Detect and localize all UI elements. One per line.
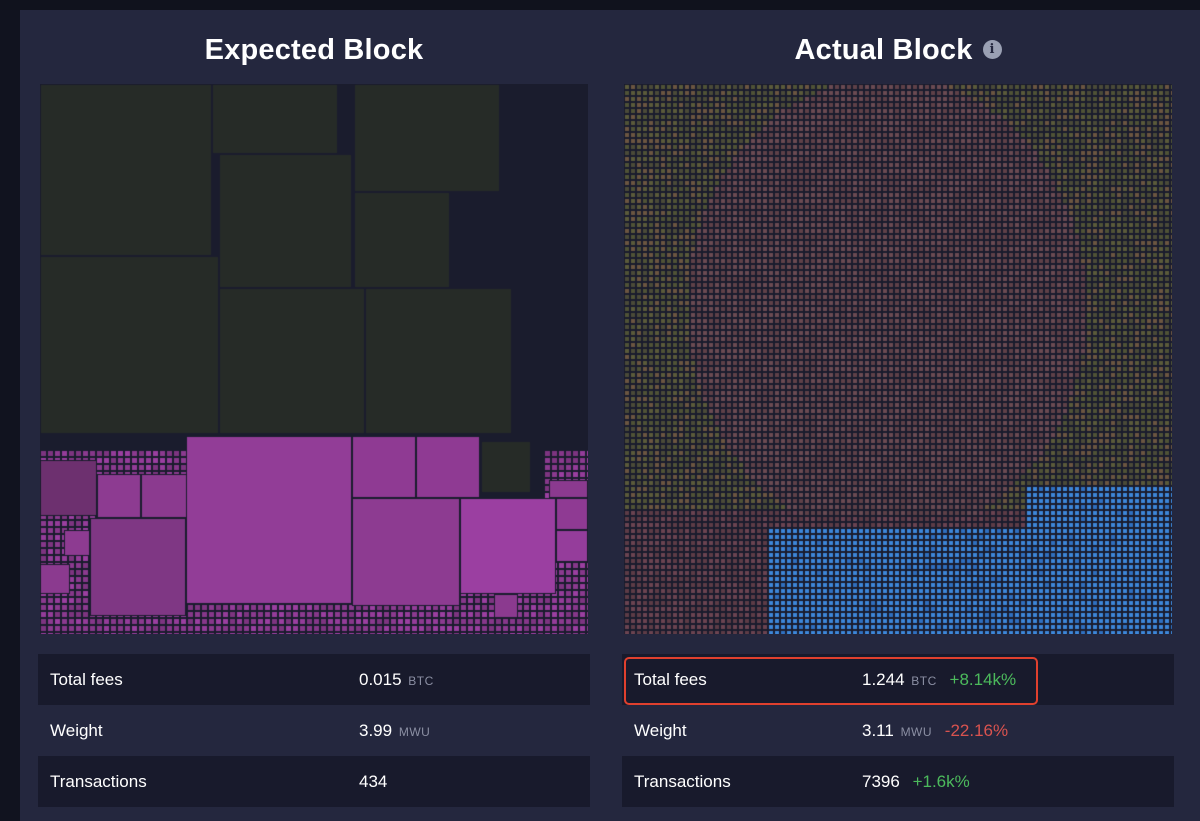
actual-transactions-row: Transactions 7396 +1.6k% bbox=[622, 756, 1174, 807]
stat-value: 0.015 BTC bbox=[359, 670, 434, 690]
expected-block-treemap[interactable] bbox=[40, 84, 588, 634]
stat-label: Weight bbox=[50, 720, 103, 740]
actual-weight-row: Weight 3.11 MWU -22.16% bbox=[622, 705, 1174, 756]
total-fees-value: 1.244 bbox=[862, 669, 905, 689]
weight-value: 3.99 bbox=[359, 720, 393, 740]
btc-unit: BTC bbox=[408, 673, 434, 688]
expected-block-title: Expected Block bbox=[204, 34, 424, 66]
stat-value: 7396 +1.6k% bbox=[862, 772, 970, 792]
actual-total-fees-row: Total fees 1.244 BTC +8.14k% bbox=[622, 654, 1174, 705]
expected-transactions-row: Transactions 434 bbox=[38, 756, 590, 807]
weight-delta: -22.16% bbox=[944, 720, 1009, 740]
actual-block-pixel-grid[interactable] bbox=[624, 84, 1172, 634]
stat-value: 3.99 MWU bbox=[359, 721, 430, 741]
expected-stats-table: Total fees 0.015 BTC Weight 3.99 MWU Tra… bbox=[38, 654, 590, 807]
actual-block-title-text: Actual Block bbox=[794, 34, 973, 66]
stat-label: Weight bbox=[634, 720, 687, 740]
stat-label: Total fees bbox=[634, 669, 707, 689]
total-fees-value: 0.015 bbox=[359, 669, 402, 689]
info-icon[interactable]: i bbox=[982, 40, 1002, 59]
actual-stats-table: Total fees 1.244 BTC +8.14k% Weight 3.11… bbox=[622, 654, 1174, 807]
stat-value: 1.244 BTC +8.14k% bbox=[862, 670, 1016, 690]
block-comparison-panel: Expected Block Total fees 0.015 BTC Weig… bbox=[20, 10, 1200, 821]
stat-label: Total fees bbox=[50, 669, 123, 689]
expected-weight-row: Weight 3.99 MWU bbox=[38, 705, 590, 756]
weight-value: 3.11 bbox=[862, 720, 894, 740]
stat-label: Transactions bbox=[634, 771, 731, 791]
transactions-delta: +1.6k% bbox=[912, 771, 970, 791]
expected-total-fees-row: Total fees 0.015 BTC bbox=[38, 654, 590, 705]
transactions-value: 7396 bbox=[862, 771, 900, 791]
top-bar bbox=[0, 0, 1200, 10]
mwu-unit: MWU bbox=[900, 724, 933, 739]
transactions-value: 434 bbox=[359, 771, 388, 791]
mwu-unit: MWU bbox=[398, 724, 431, 739]
btc-unit: BTC bbox=[911, 673, 937, 688]
stat-value: 434 bbox=[359, 772, 387, 792]
actual-block-visualization[interactable] bbox=[624, 84, 1172, 634]
stat-value: 3.11 MWU -22.16% bbox=[862, 721, 1008, 741]
actual-block-title: Actual Block i bbox=[622, 30, 1174, 70]
stat-label: Transactions bbox=[50, 771, 147, 791]
expected-block-visualization[interactable] bbox=[40, 84, 588, 634]
total-fees-delta: +8.14k% bbox=[949, 669, 1017, 689]
